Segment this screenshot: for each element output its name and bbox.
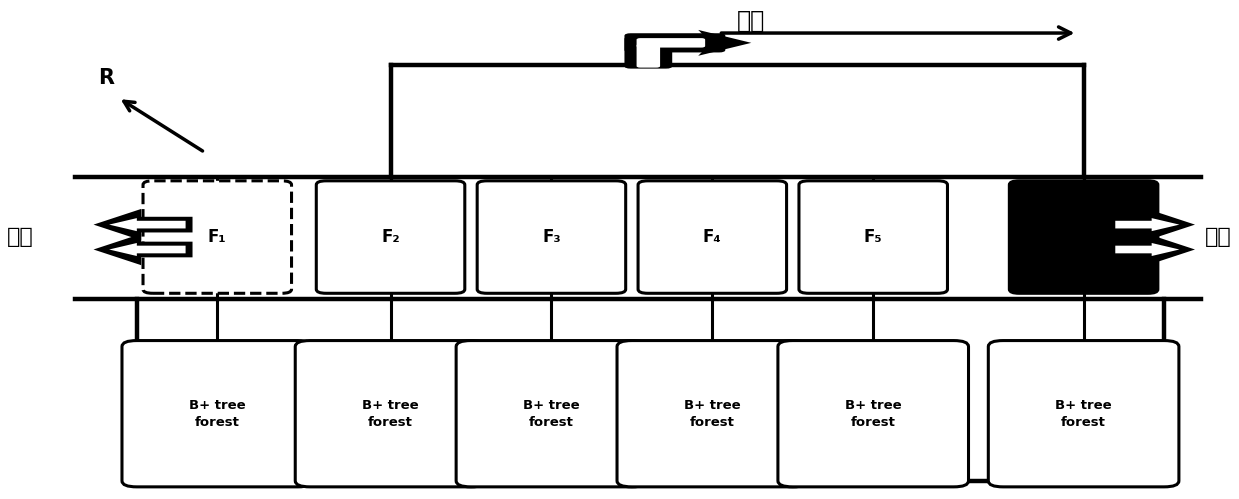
FancyBboxPatch shape bbox=[295, 340, 486, 487]
FancyBboxPatch shape bbox=[638, 181, 787, 293]
FancyBboxPatch shape bbox=[477, 181, 626, 293]
Polygon shape bbox=[1109, 234, 1194, 265]
Text: R: R bbox=[98, 68, 114, 88]
Text: F₅: F₅ bbox=[864, 228, 882, 246]
Text: 过期: 过期 bbox=[7, 227, 33, 247]
Text: F₄: F₄ bbox=[703, 228, 721, 246]
Polygon shape bbox=[109, 243, 186, 256]
FancyBboxPatch shape bbox=[778, 340, 969, 487]
FancyBboxPatch shape bbox=[624, 36, 673, 69]
Polygon shape bbox=[699, 30, 751, 56]
Text: 窗口: 窗口 bbox=[737, 8, 766, 32]
FancyBboxPatch shape bbox=[989, 340, 1178, 487]
FancyBboxPatch shape bbox=[456, 340, 647, 487]
Text: B+ tree
forest: B+ tree forest bbox=[190, 399, 245, 429]
Text: B+ tree
forest: B+ tree forest bbox=[845, 399, 902, 429]
FancyBboxPatch shape bbox=[316, 181, 465, 293]
FancyBboxPatch shape bbox=[637, 38, 705, 47]
FancyBboxPatch shape bbox=[121, 340, 312, 487]
Text: B+ tree
forest: B+ tree forest bbox=[1056, 399, 1111, 429]
FancyBboxPatch shape bbox=[799, 181, 948, 293]
Text: B+ tree
forest: B+ tree forest bbox=[362, 399, 419, 429]
FancyBboxPatch shape bbox=[142, 181, 291, 293]
FancyBboxPatch shape bbox=[1010, 181, 1158, 293]
Text: F₂: F₂ bbox=[382, 228, 400, 246]
Polygon shape bbox=[1115, 243, 1180, 256]
FancyBboxPatch shape bbox=[617, 340, 808, 487]
FancyBboxPatch shape bbox=[624, 33, 725, 52]
Text: 活跃: 活跃 bbox=[1206, 227, 1232, 247]
Polygon shape bbox=[1109, 209, 1194, 241]
Polygon shape bbox=[1115, 218, 1180, 231]
Polygon shape bbox=[93, 234, 192, 265]
Text: F₃: F₃ bbox=[543, 228, 561, 246]
Polygon shape bbox=[109, 218, 186, 231]
FancyBboxPatch shape bbox=[637, 44, 660, 68]
Text: B+ tree
forest: B+ tree forest bbox=[684, 399, 741, 429]
Text: F₁: F₁ bbox=[208, 228, 227, 246]
Text: B+ tree
forest: B+ tree forest bbox=[523, 399, 580, 429]
Polygon shape bbox=[93, 209, 192, 241]
